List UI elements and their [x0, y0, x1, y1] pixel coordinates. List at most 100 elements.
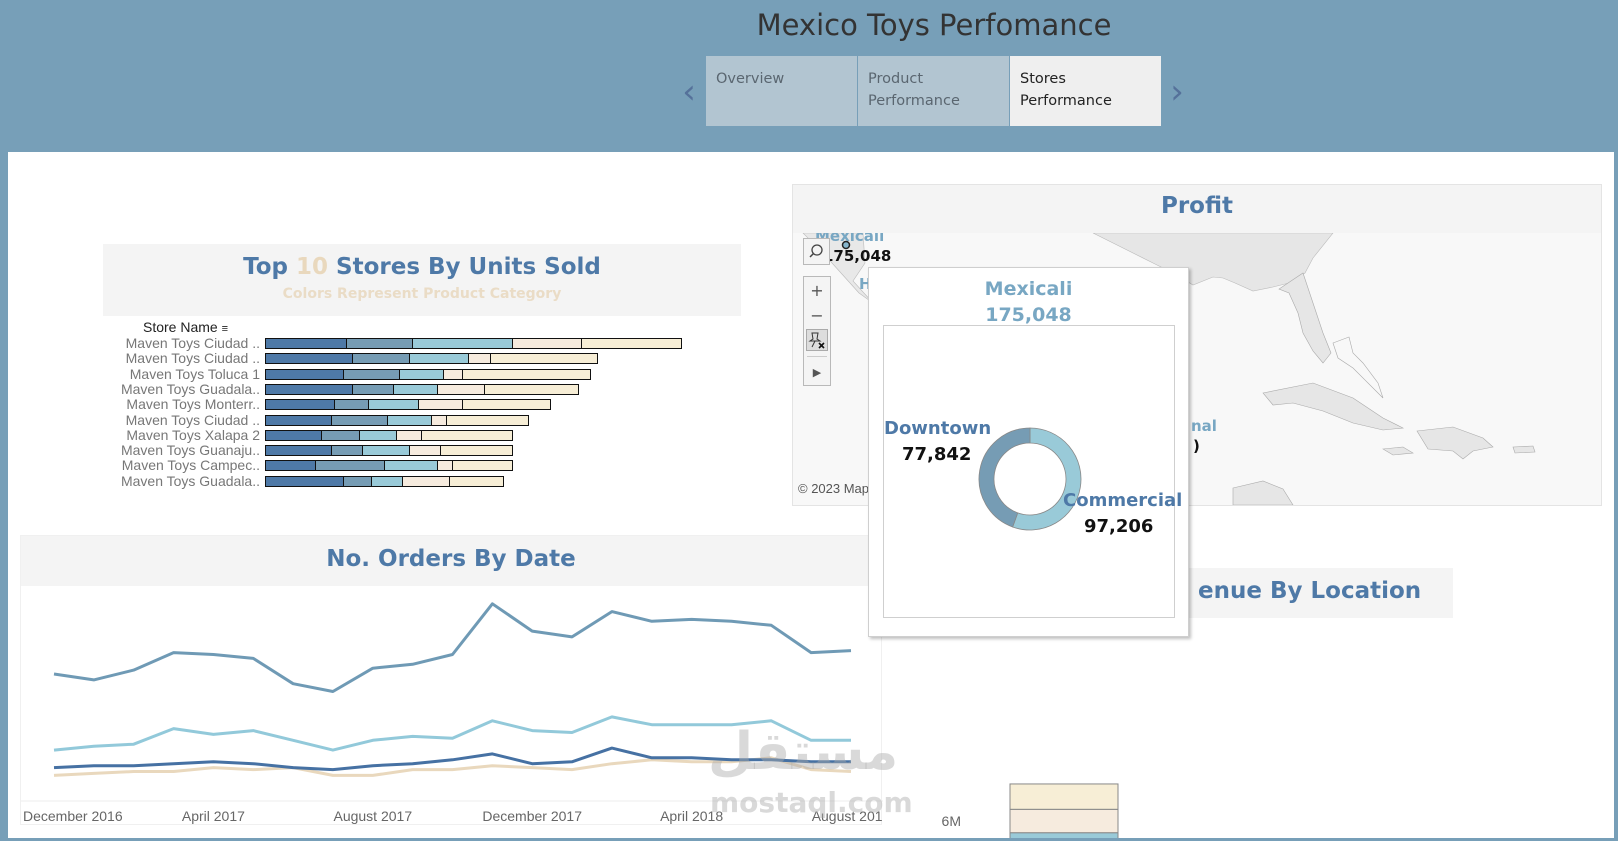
store-bar-segment[interactable] — [393, 383, 439, 395]
store-bar-segment[interactable] — [461, 399, 551, 411]
next-tab-arrow[interactable]: › — [1170, 72, 1184, 112]
store-bar-segment[interactable] — [446, 414, 529, 426]
store-bar-segment[interactable] — [321, 429, 361, 441]
store-bar-segment[interactable] — [265, 353, 354, 365]
unpin-button[interactable] — [806, 329, 828, 351]
store-bar-segment[interactable] — [483, 383, 579, 395]
store-bar-segment[interactable] — [436, 383, 486, 395]
map-svg — [802, 233, 1536, 505]
zoom-out-button[interactable]: − — [810, 306, 824, 325]
store-bar-segment[interactable] — [265, 445, 333, 457]
top-stores-title: Top 10 Stores By Units Sold — [103, 254, 741, 280]
donut-slice-downtown — [978, 427, 1031, 528]
map-land-jamaica — [1382, 446, 1414, 456]
store-bar-segment[interactable] — [430, 414, 448, 426]
orders-panel: No. Orders By Date December 2016 April 20… — [20, 535, 883, 825]
title-text: Top — [243, 254, 296, 280]
store-bar-segment[interactable] — [580, 338, 682, 349]
store-name-label[interactable]: Maven Toys Guadala.. — [120, 472, 260, 489]
store-bar-segment[interactable] — [452, 460, 514, 472]
revenue-bar-segment — [1009, 808, 1119, 834]
store-bar-segment[interactable] — [361, 445, 411, 457]
store-bar-segment[interactable] — [352, 383, 395, 395]
tab-label: Performance — [1020, 93, 1112, 109]
store-bar-segment[interactable] — [265, 338, 348, 349]
tab-stores-performance[interactable]: Stores Performance — [1010, 56, 1161, 126]
x-tick-label: December 2017 — [482, 808, 582, 824]
map-toolbar-expand-button[interactable]: ▶ — [812, 366, 822, 379]
store-name-label[interactable]: Maven Toys Ciudad .. — [125, 335, 260, 351]
map-land-puertorico — [1512, 445, 1536, 454]
map-label-partial: nal — [1191, 417, 1217, 435]
store-bar-segment[interactable] — [421, 429, 514, 441]
store-name-label[interactable]: Maven Toys Ciudad .. — [125, 350, 260, 367]
store-bar-segment[interactable] — [314, 460, 386, 472]
revenue-bar-segment — [1009, 832, 1119, 838]
orders-title: No. Orders By Date — [326, 546, 576, 572]
store-name-label[interactable]: Maven Toys Toluca 1 — [129, 365, 260, 382]
title-text: Stores By Units Sold — [328, 254, 601, 280]
store-bar-segment[interactable] — [343, 368, 401, 380]
store-name-label[interactable]: Maven Toys Guadala.. — [120, 380, 260, 397]
profit-title: Profit — [1160, 193, 1234, 219]
map-label-city: Mexicali — [815, 233, 885, 245]
store-name-label[interactable]: Maven Toys Guanaju.. — [120, 442, 260, 459]
store-bar-segment[interactable] — [330, 414, 389, 426]
store-bar-segment[interactable] — [343, 475, 373, 487]
store-name-column-header[interactable]: Store Name ≡ — [143, 319, 228, 335]
store-bar-segment[interactable] — [396, 429, 423, 441]
store-bar-segment[interactable] — [383, 460, 439, 472]
watermark-latin: mostaql.com — [710, 786, 913, 819]
store-bar-segment[interactable] — [265, 383, 354, 395]
store-bar-segment[interactable] — [443, 368, 464, 380]
store-bar-segment[interactable] — [468, 353, 492, 365]
tab-overview[interactable]: Overview — [706, 56, 857, 126]
store-bar-segment[interactable] — [368, 399, 420, 411]
store-bar-segment[interactable] — [265, 460, 317, 472]
store-bar-segment[interactable] — [265, 414, 333, 426]
store-bar-segment[interactable] — [386, 414, 433, 426]
store-bar-segment[interactable] — [402, 475, 451, 487]
store-bar-segment[interactable] — [358, 429, 398, 441]
zoom-in-button[interactable]: + — [810, 281, 824, 300]
store-bar-segment[interactable] — [346, 338, 414, 349]
map-copyright[interactable]: © 2023 Mapbox — [798, 481, 890, 496]
tab-product-performance[interactable]: Product Performance — [858, 56, 1009, 126]
store-bar-segment[interactable] — [399, 368, 445, 380]
store-bar-segment[interactable] — [352, 353, 411, 365]
store-bar-segment[interactable] — [265, 429, 323, 441]
donut-label-commercial: Commercial — [1063, 490, 1183, 511]
store-bar-segment[interactable] — [511, 338, 583, 349]
store-bar-segment[interactable] — [411, 338, 514, 349]
store-bar-segment[interactable] — [265, 368, 345, 380]
store-bar-segment[interactable] — [408, 353, 470, 365]
x-tick-label: April 2017 — [182, 808, 245, 824]
store-name-label[interactable]: Maven Toys Xalapa 2 — [126, 426, 260, 443]
previous-tab-arrow[interactable]: ‹ — [682, 72, 696, 112]
store-bar-segment[interactable] — [265, 399, 336, 411]
map-search-button[interactable] — [803, 238, 830, 265]
store-name-label[interactable]: Maven Toys Campec.. — [121, 457, 260, 474]
store-bar-segment[interactable] — [489, 353, 598, 365]
store-bar-segment[interactable] — [461, 368, 592, 380]
store-bar-segment[interactable] — [371, 475, 404, 487]
tooltip-donut-chart — [978, 427, 1082, 531]
store-name-label[interactable]: Maven Toys Ciudad .. — [125, 411, 260, 428]
store-bar-segment[interactable] — [418, 399, 464, 411]
tab-label: Product — [868, 71, 924, 87]
store-name-label[interactable]: Maven Toys Monterr.. — [126, 396, 260, 413]
orders-line-chart: December 2016 April 2017 August 2017 Decemb… — [21, 602, 883, 824]
store-bar-segment[interactable] — [439, 445, 514, 457]
tooltip-total: 175,048 — [985, 304, 1072, 326]
store-bar-segment[interactable] — [449, 475, 504, 487]
sort-icon[interactable]: ≡ — [221, 323, 229, 335]
store-bar-segment[interactable] — [408, 445, 442, 457]
line-series-series-b — [53, 715, 851, 752]
donut-value-commercial: 97,206 — [1084, 516, 1154, 537]
store-bar-segment[interactable] — [333, 399, 370, 411]
donut-label-downtown: Downtown — [884, 418, 992, 439]
store-bar-segment[interactable] — [330, 445, 364, 457]
store-bar-segment[interactable] — [265, 475, 345, 487]
x-tick-label: August 2018 — [812, 808, 883, 824]
store-bar-segment[interactable] — [436, 460, 454, 472]
